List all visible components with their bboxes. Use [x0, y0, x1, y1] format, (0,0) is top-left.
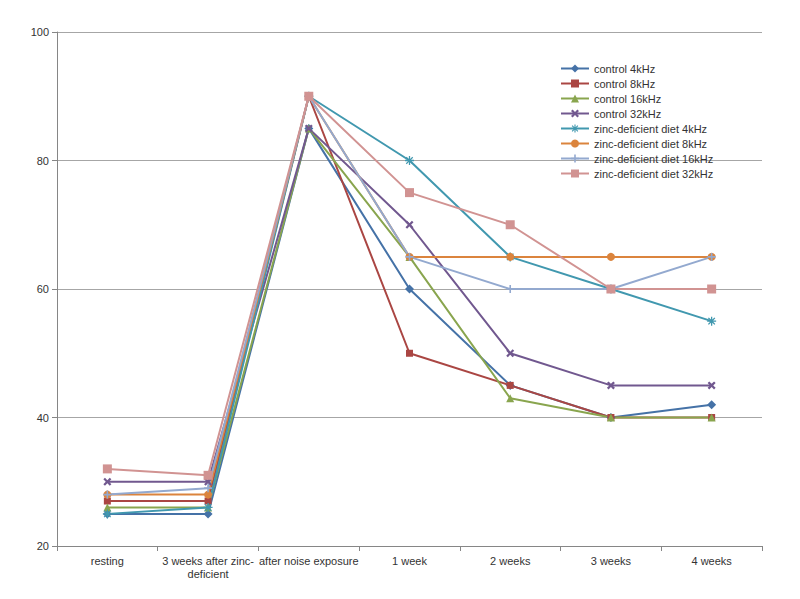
svg-text:resting: resting: [91, 555, 124, 567]
svg-text:3 weeks after zinc-: 3 weeks after zinc-: [162, 555, 254, 567]
svg-text:control 4kHz: control 4kHz: [594, 63, 655, 75]
svg-text:control 8kHz: control 8kHz: [594, 78, 655, 90]
svg-text:after noise exposure: after noise exposure: [259, 555, 359, 567]
svg-text:2 weeks: 2 weeks: [490, 555, 531, 567]
svg-text:4 weeks: 4 weeks: [691, 555, 732, 567]
svg-text:20: 20: [37, 540, 49, 552]
svg-text:100: 100: [31, 26, 49, 38]
svg-text:40: 40: [37, 412, 49, 424]
svg-text:1 week: 1 week: [392, 555, 427, 567]
svg-text:zinc-deficient diet 4kHz: zinc-deficient diet 4kHz: [594, 123, 707, 135]
svg-text:zinc-deficient diet 8kHz: zinc-deficient diet 8kHz: [594, 138, 707, 150]
svg-text:deficient: deficient: [188, 568, 229, 580]
svg-text:control 32kHz: control 32kHz: [594, 108, 661, 120]
svg-text:zinc-deficient diet 32kHz: zinc-deficient diet 32kHz: [594, 168, 713, 180]
svg-text:60: 60: [37, 283, 49, 295]
svg-text:control 16kHz: control 16kHz: [594, 93, 661, 105]
svg-text:3 weeks: 3 weeks: [591, 555, 632, 567]
svg-text:zinc-deficient diet 16kHz: zinc-deficient diet 16kHz: [594, 153, 713, 165]
svg-text:80: 80: [37, 155, 49, 167]
